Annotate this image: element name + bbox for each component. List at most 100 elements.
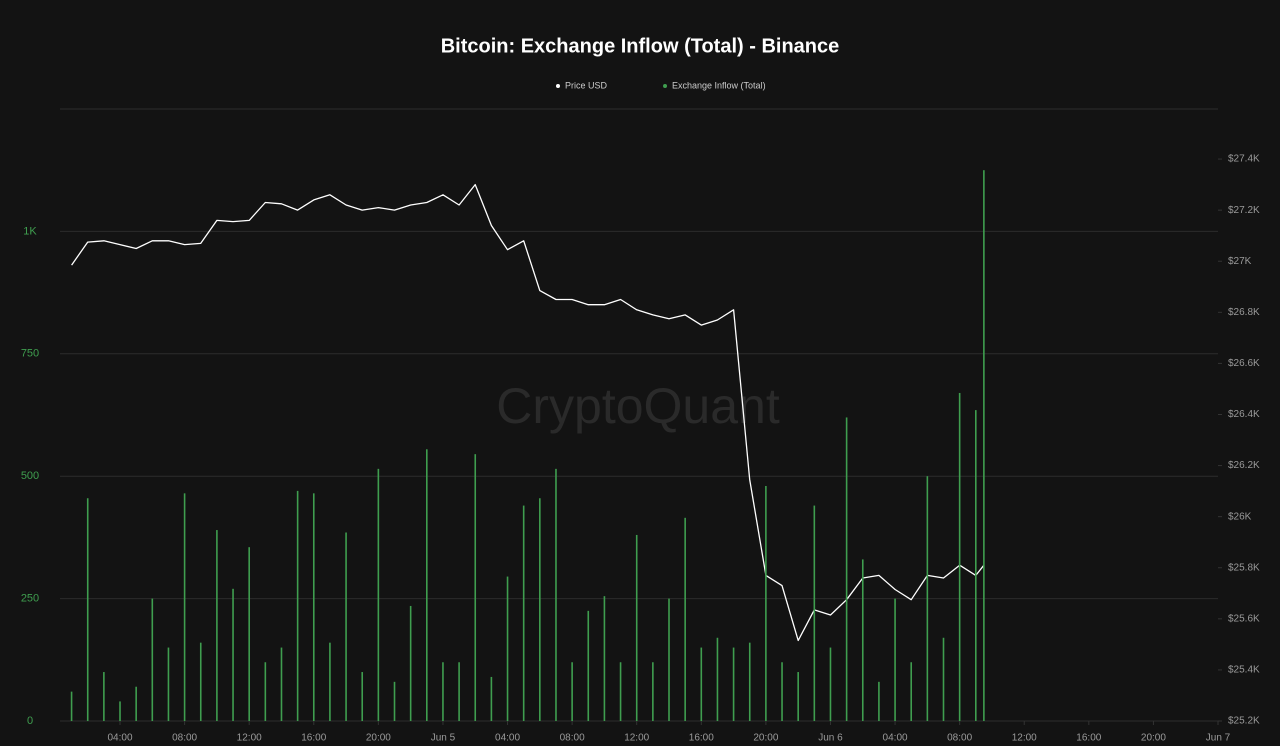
- legend-dot: [556, 84, 560, 88]
- y-tick-label: 500: [21, 470, 39, 482]
- legend-label: Exchange Inflow (Total): [672, 80, 766, 90]
- bar: [958, 392, 961, 721]
- bar: [458, 662, 460, 721]
- legend-item: Exchange Inflow (Total): [663, 80, 766, 90]
- bar: [119, 701, 121, 721]
- bar: [652, 662, 654, 721]
- bar: [393, 681, 396, 721]
- x-tick-label: 04:00: [883, 733, 908, 744]
- bar: [490, 676, 493, 721]
- bar: [86, 498, 89, 721]
- bar: [748, 642, 751, 721]
- y2-tick-label: $25.6K: [1228, 613, 1260, 624]
- legend-dot: [663, 84, 668, 88]
- bar: [603, 596, 606, 721]
- y2-tick-label: $26.4K: [1228, 409, 1260, 420]
- x-tick-label: 08:00: [947, 733, 972, 744]
- bar: [765, 485, 767, 721]
- y-tick-label: 750: [21, 348, 39, 360]
- bar: [183, 493, 186, 721]
- bar: [781, 662, 783, 721]
- bar: [635, 534, 638, 721]
- bar: [506, 576, 509, 721]
- x-tick-label: 08:00: [560, 733, 585, 744]
- x-tick-label: Jun 7: [1206, 733, 1231, 744]
- x-tick-label: 16:00: [301, 733, 326, 744]
- bar: [732, 647, 735, 721]
- bar: [103, 672, 105, 721]
- bar: [861, 559, 864, 721]
- bar: [280, 647, 283, 721]
- bar: [619, 662, 622, 721]
- y2-tick-label: $27.2K: [1228, 205, 1260, 216]
- y2-tick-label: $27K: [1228, 256, 1252, 267]
- bar: [983, 170, 985, 721]
- bar: [845, 417, 848, 721]
- bar: [684, 517, 686, 721]
- bar: [409, 605, 412, 721]
- legend-item: Price USD: [556, 80, 608, 90]
- bar: [878, 681, 880, 721]
- y-tick-label: 0: [27, 715, 33, 727]
- legend-label: Price USD: [565, 80, 608, 90]
- bar: [797, 672, 799, 721]
- bar: [716, 637, 719, 721]
- bar: [813, 505, 816, 721]
- bar: [135, 686, 137, 721]
- y2-tick-label: $26.6K: [1228, 358, 1260, 369]
- bar: [199, 642, 202, 721]
- x-tick-label: 12:00: [624, 733, 649, 744]
- y2-tick-label: $26K: [1228, 511, 1252, 522]
- bar: [910, 662, 913, 721]
- bar: [264, 662, 267, 721]
- x-tick-label: 04:00: [107, 733, 132, 744]
- x-tick-label: 16:00: [689, 733, 714, 744]
- bar: [942, 637, 945, 721]
- bar: [151, 598, 154, 721]
- bar: [312, 493, 315, 721]
- bar: [587, 610, 590, 721]
- bar: [442, 662, 444, 721]
- x-tick-label: 20:00: [366, 733, 391, 744]
- watermark: CryptoQuant: [496, 378, 780, 434]
- chart-title: Bitcoin: Exchange Inflow (Total) - Binan…: [441, 35, 840, 57]
- bar: [329, 642, 331, 721]
- y2-tick-label: $26.8K: [1228, 307, 1260, 318]
- bar: [167, 647, 170, 721]
- bar: [232, 588, 234, 721]
- y-tick-label: 250: [21, 593, 39, 605]
- x-tick-label: 16:00: [1076, 733, 1101, 744]
- y2-tick-label: $25.2K: [1228, 716, 1260, 727]
- y2-tick-label: $25.4K: [1228, 665, 1260, 676]
- y2-tick-label: $25.8K: [1228, 562, 1260, 573]
- bar: [248, 547, 250, 721]
- x-tick-label: 12:00: [1012, 733, 1037, 744]
- x-tick-label: 20:00: [1141, 733, 1166, 744]
- x-tick-label: 04:00: [495, 733, 520, 744]
- bar: [668, 598, 670, 721]
- bar: [700, 647, 703, 721]
- bar: [70, 691, 73, 721]
- bar: [377, 468, 380, 721]
- x-tick-label: 20:00: [753, 733, 778, 744]
- bar: [426, 449, 428, 721]
- x-tick-label: 12:00: [237, 733, 262, 744]
- bar: [345, 532, 347, 721]
- y-tick-label: 1K: [23, 225, 37, 237]
- bar: [474, 454, 477, 721]
- bar: [555, 468, 557, 721]
- price-line: [71, 183, 985, 642]
- x-tick-label: 08:00: [172, 733, 197, 744]
- x-tick-label: Jun 6: [818, 733, 843, 744]
- bar: [926, 476, 929, 721]
- bar: [974, 410, 977, 721]
- bar: [296, 490, 299, 721]
- bar: [522, 505, 525, 721]
- bar: [539, 498, 541, 721]
- bar: [216, 530, 218, 721]
- y2-tick-label: $27.4K: [1228, 154, 1260, 165]
- bar: [361, 672, 364, 721]
- x-tick-label: Jun 5: [431, 733, 456, 744]
